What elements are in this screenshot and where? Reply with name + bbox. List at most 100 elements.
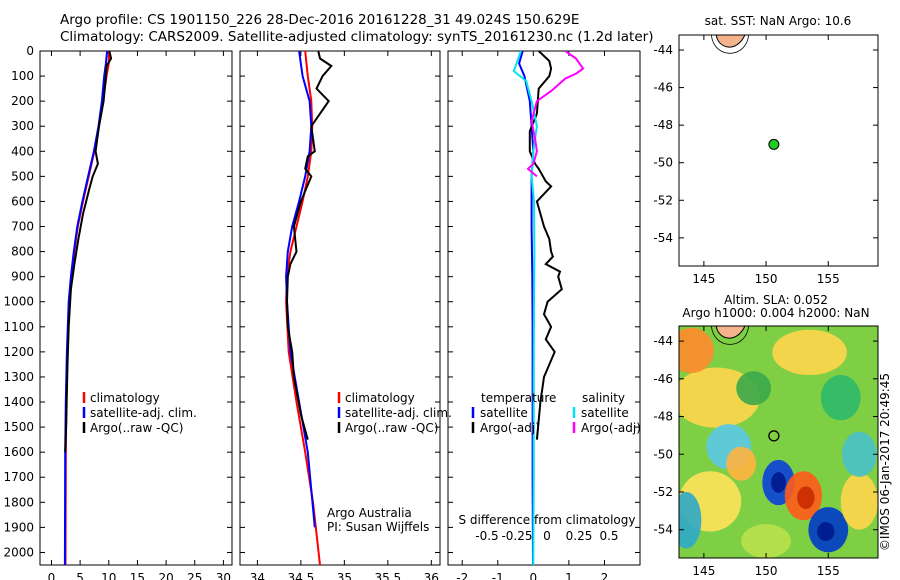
x-tick-label: 5 [76,571,84,580]
series-line [64,51,110,565]
heatmap-blob [840,473,878,530]
x-tick-label: 35 [337,571,352,580]
y-tick-label: 1300 [3,370,34,384]
series-line [285,51,321,565]
map-title-sla: Altim. SLA: 0.052 [724,293,828,307]
x-tick-label: 15 [130,571,145,580]
heatmap-blob [679,327,714,374]
map-x-tick-label: 145 [692,272,715,286]
y-tick-label: 400 [11,144,34,158]
heatmap-blob [797,486,815,509]
map-y-tick-label: -54 [653,523,673,537]
legend-entry: Argo(..raw -QC) [345,421,438,435]
map-x-tick-label: 150 [755,564,778,578]
y-tick-label: 800 [11,245,34,259]
argo-float-marker-ring [768,430,780,442]
y-tick-label: 1000 [3,295,34,309]
map-y-tick-label: -46 [653,81,673,95]
y-tick-label: 0 [26,44,34,58]
heatmap-blob [820,375,861,421]
heatmap-blob [726,446,757,481]
map-y-tick-label: -46 [653,372,673,386]
y-tick-label: 1100 [3,320,34,334]
map-frame-sst_map [678,34,879,267]
legend-entry: satellite-adj. clim. [345,406,452,420]
plot-frame-salinity [239,50,441,566]
map-content-sst_map [710,35,750,54]
x-tick-label-salinity-diff: 0.25 [566,529,593,543]
y-tick-label: 1200 [3,345,34,359]
annotation-line2: PI: Susan Wijffels [327,520,429,534]
y-tick-label: 500 [11,169,34,183]
map-content-sla_map [679,326,878,558]
y-tick-label: 1700 [3,470,34,484]
series-line [63,51,109,565]
legend-entry: Argo(-adj) [480,421,540,435]
x-tick-label: 36 [424,571,439,580]
x-tick-label: 0 [530,571,538,580]
x-tick-label: 25 [187,571,202,580]
heatmap-blob [679,491,702,549]
heatmap-blob [771,472,786,493]
annotation-line1: Argo Australia [327,506,412,520]
x-tick-label: 2 [601,571,609,580]
map-y-tick-label: -44 [653,43,673,57]
heatmap-blob [736,371,772,406]
map-y-tick-label: -54 [653,231,673,245]
x-tick-label: 34.5 [288,571,315,580]
x-axis-label-salinity-diff: S difference from climatology [459,513,636,527]
legend-title-salinity: salinity [582,391,625,405]
series-line [512,51,538,565]
series-group-salinity [285,51,333,565]
y-tick-label: 1800 [3,495,34,509]
argo-float-marker [768,138,780,150]
y-tick-label: 2000 [3,545,34,559]
map-y-tick-label: -48 [653,410,673,424]
map-frame-sla_map [678,325,879,559]
x-tick-label-salinity-diff: 0 [543,529,551,543]
x-tick-label: -2 [456,571,468,580]
series-line [528,51,563,440]
map-y-tick-label: -48 [653,118,673,132]
series-line [526,51,585,178]
x-tick-label: 0 [48,571,56,580]
plot-frame-temperature [39,50,233,566]
x-tick-label: 34 [250,571,265,580]
legend-entry: satellite-adj. clim. [90,406,197,420]
map-y-tick-label: -50 [653,447,673,461]
map-y-tick-label: -50 [653,156,673,170]
legend-title-temperature: temperature [481,391,556,405]
bathymetry-contour [710,35,750,54]
x-tick-label-salinity-diff: -0.25 [501,529,532,543]
figure-title-line1: Argo profile: CS 1901150_226 28-Dec-2016… [60,12,580,28]
map-x-tick-label: 155 [817,564,840,578]
series-line [64,51,113,453]
y-tick-label: 1900 [3,520,34,534]
legend-entry: satellite [581,406,629,420]
map-x-tick-label: 145 [692,564,715,578]
x-tick-label: 35.5 [374,571,401,580]
y-tick-label: 600 [11,194,34,208]
series-line [285,51,333,440]
map-x-tick-label: 150 [755,272,778,286]
x-tick-label-salinity-diff: 0.5 [599,529,618,543]
x-tick-label: 10 [101,571,116,580]
map-y-tick-label: -52 [653,193,673,207]
map-y-tick-label: -44 [653,334,673,348]
x-tick-label-salinity-diff: -0.5 [475,529,498,543]
legend-entry: climatology [90,391,160,405]
map-title-sst: sat. SST: NaN Argo: 10.6 [705,14,852,28]
heatmap-blob [772,329,847,376]
x-tick-label: 30 [216,571,231,580]
y-tick-label: 200 [11,94,34,108]
x-tick-label: -1 [492,571,504,580]
map-subtitle-sla: Argo h1000: 0.004 h2000: NaN [682,306,869,320]
legend-entry: satellite [480,406,528,420]
series-group-temperature [63,51,113,565]
legend-entry: Argo(..raw -QC) [90,421,183,435]
x-tick-label: 1 [565,571,573,580]
plot-frame-difference [447,50,641,566]
y-tick-label: 100 [11,69,34,83]
land-patch [715,35,746,48]
